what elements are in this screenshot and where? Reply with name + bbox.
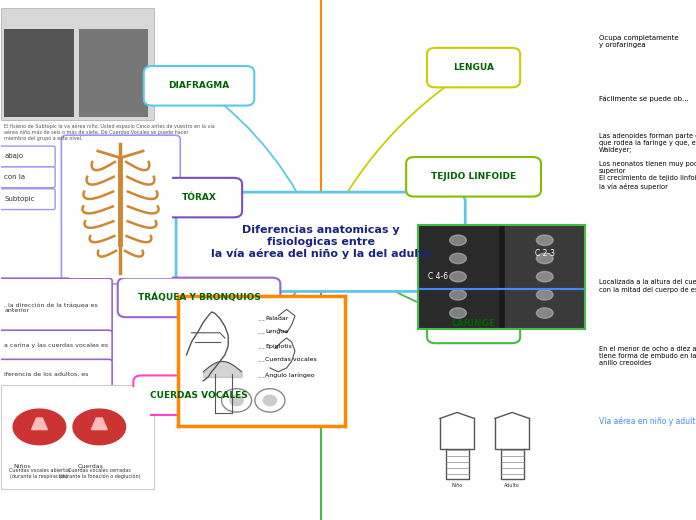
FancyBboxPatch shape <box>0 359 112 388</box>
FancyBboxPatch shape <box>427 48 520 87</box>
FancyBboxPatch shape <box>427 304 520 343</box>
Text: LARINGE: LARINGE <box>452 319 496 328</box>
FancyBboxPatch shape <box>406 157 541 197</box>
FancyArrowPatch shape <box>323 177 471 240</box>
FancyArrowPatch shape <box>202 198 318 240</box>
FancyBboxPatch shape <box>1 385 154 489</box>
FancyBboxPatch shape <box>61 135 180 284</box>
Text: En el menor de ocho a diez años, la laringe
tiene forma de embudo en la base se : En el menor de ocho a diez años, la lari… <box>599 346 696 366</box>
Text: TEJIDO LINFOIDE: TEJIDO LINFOIDE <box>431 172 516 181</box>
FancyBboxPatch shape <box>156 178 242 217</box>
FancyBboxPatch shape <box>1 8 154 120</box>
Text: Vía aérea en niño y adulto: Vía aérea en niño y adulto <box>599 417 696 426</box>
Text: Ocupa completamente
y orofaringea: Ocupa completamente y orofaringea <box>599 35 679 48</box>
Text: con la: con la <box>4 174 26 180</box>
Text: Fácilmente se puede ob...: Fácilmente se puede ob... <box>599 96 688 102</box>
Text: abajo: abajo <box>4 153 24 159</box>
Text: El fisieno de Subtopic la va aérea niño. Usted espacio Cinco antes de vuestro en: El fisieno de Subtopic la va aérea niño.… <box>4 123 215 141</box>
Text: , la dirección de la tráquea es
anterior: , la dirección de la tráquea es anterior <box>4 302 98 314</box>
FancyArrowPatch shape <box>323 243 471 322</box>
Text: Subtopic: Subtopic <box>4 196 35 202</box>
FancyBboxPatch shape <box>176 192 465 291</box>
Text: TRÁQUEA Y BRONQUIOS: TRÁQUEA Y BRONQUIOS <box>138 293 260 302</box>
FancyArrowPatch shape <box>322 69 471 239</box>
Text: Localizada a la altura del cuerpo de C1 y la glo...
con la mitad del cuerpo de e: Localizada a la altura del cuerpo de C1 … <box>599 279 696 293</box>
FancyBboxPatch shape <box>0 146 55 167</box>
FancyBboxPatch shape <box>0 278 112 333</box>
Text: Diferencias anatomicas y
fisiologicas entre
la vía aérea del niño y la del adult: Diferencias anatomicas y fisiologicas en… <box>211 225 431 259</box>
FancyBboxPatch shape <box>118 278 280 317</box>
Text: iferencia de los adultos, es: iferencia de los adultos, es <box>4 371 89 376</box>
Text: TÓRAX: TÓRAX <box>182 193 216 202</box>
FancyBboxPatch shape <box>0 330 112 361</box>
FancyArrowPatch shape <box>202 243 318 297</box>
FancyArrowPatch shape <box>201 244 319 394</box>
FancyBboxPatch shape <box>79 29 148 117</box>
Text: LENGUA: LENGUA <box>453 63 494 72</box>
FancyBboxPatch shape <box>144 66 254 106</box>
FancyBboxPatch shape <box>0 167 55 188</box>
FancyBboxPatch shape <box>4 29 74 117</box>
FancyBboxPatch shape <box>0 189 55 210</box>
Text: Las adenoides forman parte del tejido linfátic...
que rodea la faringe y que, en: Las adenoides forman parte del tejido li… <box>599 133 696 190</box>
Text: a carina y las cuerdas vocales es: a carina y las cuerdas vocales es <box>4 343 109 348</box>
Text: CUERDAS VOCALES: CUERDAS VOCALES <box>150 391 248 400</box>
Text: DIAFRAGMA: DIAFRAGMA <box>168 81 230 90</box>
FancyBboxPatch shape <box>134 375 264 415</box>
FancyArrowPatch shape <box>201 87 319 239</box>
